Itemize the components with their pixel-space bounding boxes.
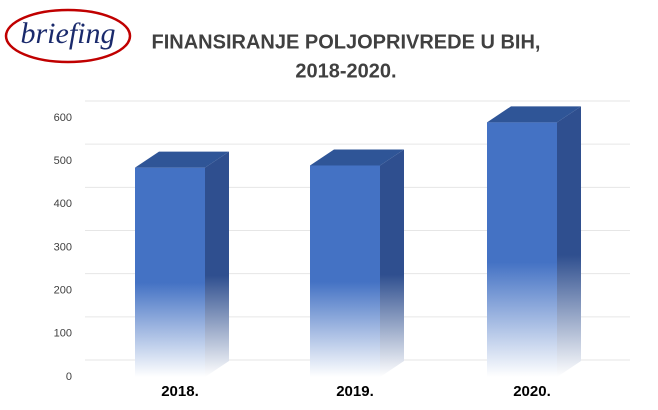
logo: briefing [21, 17, 116, 50]
bar [310, 165, 380, 377]
bar-side [557, 106, 581, 378]
chart-title: FINANSIRANJE POLJOPRIVREDE U BIH, [152, 31, 541, 53]
y-tick-label: 100 [54, 328, 72, 340]
bar-top [135, 151, 229, 168]
bar-side [380, 149, 404, 377]
y-tick-label: 500 [54, 155, 72, 167]
y-tick-label: 0 [66, 371, 72, 383]
x-tick-label: 2020. [513, 383, 551, 400]
x-tick-label: 2018. [161, 383, 199, 400]
bar-top [487, 106, 581, 123]
logo-ring [4, 8, 132, 64]
y-tick-label: 200 [54, 285, 72, 297]
y-tick-label: 600 [54, 112, 72, 124]
y-tick-label: 400 [54, 198, 72, 210]
chart-title: 2018-2020. [295, 60, 396, 82]
bar [135, 167, 205, 377]
bar-side [205, 151, 229, 377]
y-tick-label: 300 [54, 241, 72, 253]
bar-top [310, 149, 404, 166]
bar [487, 122, 557, 377]
x-tick-label: 2019. [336, 383, 374, 400]
